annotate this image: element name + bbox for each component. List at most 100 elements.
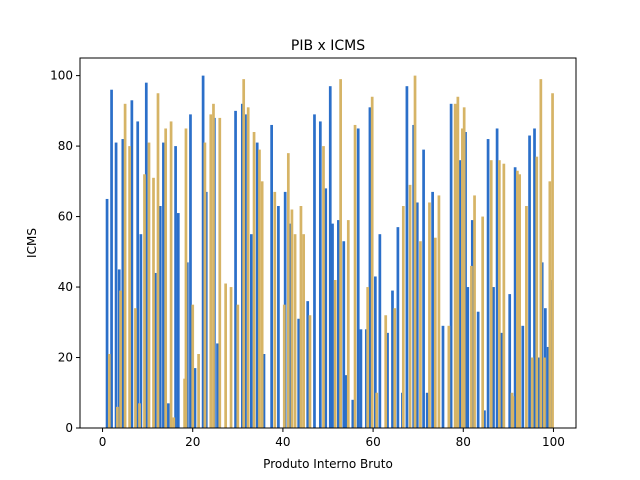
bar-gold-73: [539, 79, 543, 428]
bar-blue-14: [176, 213, 180, 428]
bar-gold-57: [456, 96, 460, 428]
bar-gold-2: [119, 290, 122, 428]
bar-gold-59: [462, 107, 466, 428]
bar-blue-23: [240, 103, 244, 428]
bar-gold-45: [375, 392, 379, 428]
bar-blue-29: [277, 206, 280, 428]
bar-gold-21: [218, 117, 222, 429]
bar-blue-12: [167, 403, 170, 428]
bar-blue-73: [513, 167, 517, 429]
bar-gold-65: [502, 163, 506, 428]
bar-blue-24: [244, 114, 247, 428]
bar-gold-9: [152, 177, 155, 428]
bar-blue-49: [386, 332, 389, 428]
bar-gold-22: [224, 283, 227, 428]
bar-gold-32: [286, 153, 290, 428]
bar-blue-0: [105, 198, 109, 428]
bar-blue-10: [158, 206, 162, 428]
y-tick-label: 80: [58, 139, 73, 153]
bar-blue-11: [162, 142, 165, 428]
bar-gold-18: [203, 142, 207, 428]
bar-gold-44: [370, 96, 374, 428]
bar-blue-34: [313, 114, 316, 428]
bar-gold-41: [346, 220, 350, 428]
bar-blue-51: [396, 227, 400, 428]
bar-gold-3: [123, 103, 127, 428]
bar-blue-71: [500, 332, 503, 428]
bar-blue-2: [114, 142, 118, 428]
bar-gold-29: [260, 181, 264, 428]
x-tick-label: 20: [185, 435, 200, 449]
bar-gold-72: [535, 156, 539, 429]
bar-gold-49: [408, 184, 412, 428]
x-tick-label: 0: [99, 435, 107, 449]
axes-frame: [79, 57, 577, 429]
bar-gold-4: [128, 146, 131, 428]
y-tick-label: 20: [58, 351, 73, 365]
bar-gold-33: [290, 209, 294, 428]
bar-gold-37: [308, 315, 312, 428]
bar-gold-8: [147, 142, 151, 428]
bar-gold-30: [273, 191, 277, 428]
bar-gold-67: [511, 396, 515, 428]
bar-blue-35: [318, 121, 322, 429]
bar-blue-44: [359, 329, 363, 428]
bar-blue-26: [255, 142, 259, 428]
bar-gold-19: [209, 114, 213, 428]
bar-gold-11: [164, 128, 168, 429]
bar-blue-6: [136, 121, 140, 429]
bar-blue-18: [201, 75, 205, 429]
bar-gold-48: [401, 206, 405, 428]
bar-gold-6: [138, 403, 141, 428]
bar-blue-64: [466, 287, 470, 428]
bar-gold-35: [299, 206, 303, 428]
bar-gold-27: [252, 132, 256, 428]
bar-blue-33: [306, 301, 310, 428]
bar-gold-1: [116, 406, 119, 428]
bar-blue-76: [533, 128, 536, 429]
bar-blue-4: [121, 139, 125, 429]
bar-gold-20: [212, 103, 215, 428]
bar-blue-75: [528, 135, 531, 428]
bar-blue-67: [483, 410, 486, 428]
bar-gold-7: [143, 174, 146, 428]
bar-gold-47: [393, 308, 397, 428]
y-axis-ticks: 0 20 40 60 80 100: [50, 69, 80, 435]
y-tick-label: 100: [50, 69, 73, 83]
y-tick-label: 60: [58, 210, 73, 224]
bar-blue-37: [328, 86, 332, 428]
bar-blue-38: [331, 223, 334, 428]
bar-blue-7: [139, 234, 143, 428]
bar-gold-63: [489, 160, 493, 428]
bar-blue-68: [486, 139, 490, 429]
bar-blue-17: [193, 368, 197, 428]
bar-gold-46: [384, 315, 388, 428]
bar-blue-60: [449, 103, 453, 428]
bar-blue-28: [270, 124, 273, 428]
bar-blue-70: [495, 128, 499, 429]
bar-gold-12: [169, 121, 173, 429]
bar-gold-36: [302, 234, 306, 428]
x-axis-label: Produto Interno Bruto: [263, 457, 393, 471]
bar-gold-24: [236, 304, 240, 428]
bar-gold-58: [461, 128, 464, 429]
bar-gold-50: [413, 75, 417, 429]
bar-blue-39: [337, 220, 340, 428]
bar-gold-54: [437, 195, 441, 428]
bar-blue-25: [249, 234, 253, 428]
bar-blue-48: [378, 234, 382, 428]
bar-gold-51: [419, 241, 422, 428]
x-tick-label: 40: [275, 435, 290, 449]
bar-gold-56: [453, 103, 457, 428]
bar-gold-55: [447, 325, 451, 428]
x-tick-label: 80: [456, 435, 471, 449]
bar-gold-31: [282, 304, 286, 428]
bar-gold-68: [516, 170, 519, 428]
bar-blue-42: [351, 399, 355, 428]
bar-gold-74: [543, 357, 546, 428]
bar-blue-1: [110, 89, 113, 429]
chart-title: PIB x ICMS: [291, 38, 365, 54]
bar-gold-71: [530, 357, 534, 428]
bar-blue-36: [324, 188, 328, 428]
